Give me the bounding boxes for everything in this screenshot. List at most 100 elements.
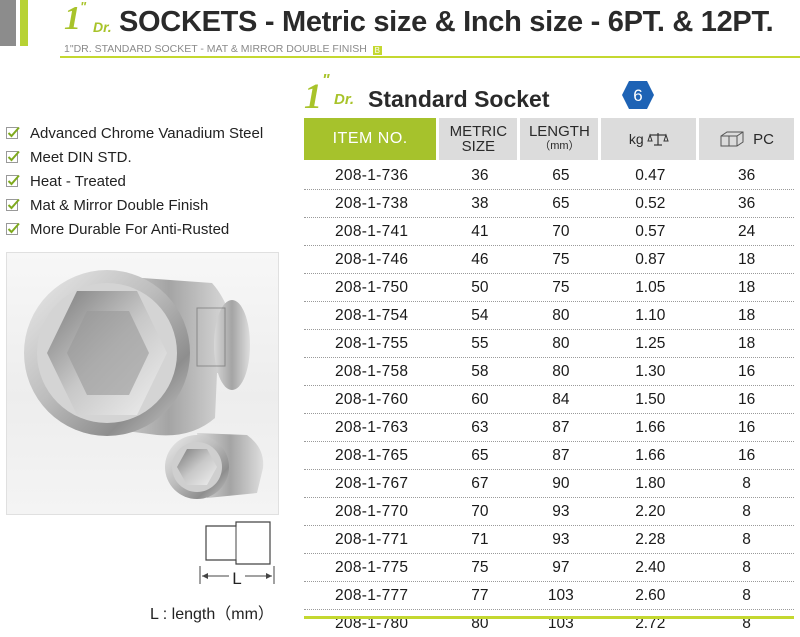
- cell-length: 103: [547, 586, 574, 604]
- table-row: 208-1-767 67 90 1.80 8: [304, 470, 794, 498]
- cell-metric-size: 38: [471, 194, 489, 212]
- product-photo: [6, 252, 279, 515]
- header-size-numeral: 1: [64, 0, 81, 37]
- subtitle-badge: B: [372, 46, 382, 55]
- cell-metric-size: 71: [471, 530, 489, 548]
- cell-weight: 1.30: [635, 362, 666, 380]
- cell-metric-size: 50: [471, 278, 489, 296]
- cell-pack-count: 18: [737, 250, 756, 268]
- cell-item-no: 208-1-741: [334, 222, 409, 240]
- feature-item: Meet DIN STD.: [6, 145, 263, 169]
- table-bottom-rule: [304, 616, 794, 619]
- cell-length: 97: [552, 558, 570, 576]
- header-bar: [0, 0, 800, 46]
- checkbox-checked-icon: [6, 222, 20, 235]
- cell-item-no: 208-1-746: [334, 250, 409, 268]
- header-size-quote: ": [80, 0, 87, 14]
- feature-list: Advanced Chrome Vanadium Steel Meet DIN …: [6, 121, 263, 241]
- col-header-metric-line2: SIZE: [461, 138, 496, 155]
- hexagon-point-badge-icon: 6: [622, 81, 654, 109]
- hexagon-point-count: 6: [633, 86, 642, 105]
- cell-metric-size: 63: [471, 418, 489, 436]
- cell-pack-count: 8: [742, 474, 751, 492]
- cell-item-no: 208-1-754: [334, 306, 409, 324]
- cell-item-no: 208-1-767: [334, 474, 409, 492]
- cell-metric-size: 75: [471, 558, 489, 576]
- cell-item-no: 208-1-771: [334, 530, 409, 548]
- cell-weight: 1.25: [635, 334, 666, 352]
- cell-weight: 1.50: [635, 390, 666, 408]
- feature-item: Heat - Treated: [6, 169, 263, 193]
- col-header-weight-text: kg: [628, 131, 644, 147]
- table-row: 208-1-750 50 75 1.05 18: [304, 274, 794, 302]
- cell-item-no: 208-1-755: [334, 334, 409, 352]
- col-header-pc-text: PC: [753, 130, 775, 148]
- cell-weight: 1.10: [635, 306, 666, 324]
- header-lime-stripe: [20, 0, 28, 46]
- cell-pack-count: 16: [737, 390, 756, 408]
- page-subtitle: 1"DR. STANDARD SOCKET - MAT & MIRROR DOU…: [64, 43, 382, 55]
- cell-weight: 0.57: [635, 222, 666, 240]
- cell-length: 80: [552, 306, 570, 324]
- cell-item-no: 208-1-758: [334, 362, 409, 380]
- header-grey-stripe: [0, 0, 16, 46]
- cell-length: 84: [552, 390, 570, 408]
- table-row: 208-1-771 71 93 2.28 8: [304, 526, 794, 554]
- header-size-unit: Dr.: [93, 19, 112, 35]
- checkbox-checked-icon: [6, 174, 20, 187]
- cell-weight: 0.47: [635, 166, 666, 184]
- table-row: 208-1-770 70 93 2.20 8: [304, 498, 794, 526]
- section-size-quote: ": [322, 72, 330, 89]
- cell-item-no: 208-1-777: [334, 586, 409, 604]
- table-row: 208-1-760 60 84 1.50 16: [304, 386, 794, 414]
- cell-pack-count: 16: [737, 446, 756, 464]
- table-row: 208-1-775 75 97 2.40 8: [304, 554, 794, 582]
- cell-length: 87: [552, 418, 570, 436]
- table-row: 208-1-736 36 65 0.47 36: [304, 162, 794, 190]
- socket-illustration-icon: [24, 270, 264, 499]
- col-header-length-line1: LENGTH: [528, 123, 590, 140]
- length-legend: L : length（mm）: [150, 606, 274, 623]
- cell-length: 87: [552, 446, 570, 464]
- cell-metric-size: 77: [471, 586, 489, 604]
- col-header-pack-count: PC: [699, 118, 794, 160]
- feature-text: Advanced Chrome Vanadium Steel: [30, 124, 264, 142]
- scale-icon: [646, 133, 669, 146]
- cell-pack-count: 8: [742, 614, 751, 632]
- cell-item-no: 208-1-760: [334, 390, 409, 408]
- cell-length: 80: [552, 362, 570, 380]
- socket-spec-table: ITEM NO. METRIC SIZE LENGTH （mm） kg: [304, 118, 794, 637]
- cell-weight: 2.28: [635, 530, 666, 548]
- cell-weight: 1.05: [635, 278, 666, 296]
- cell-weight: 2.20: [635, 502, 666, 520]
- cell-item-no: 208-1-775: [334, 558, 409, 576]
- col-header-metric-line1: METRIC: [449, 123, 508, 140]
- col-header-weight: kg: [601, 118, 697, 160]
- table-row: 208-1-754 54 80 1.10 18: [304, 302, 794, 330]
- cell-pack-count: 8: [742, 502, 751, 520]
- section-title: Standard Socket: [368, 86, 550, 112]
- cell-metric-size: 67: [471, 474, 489, 492]
- cell-metric-size: 55: [471, 334, 489, 352]
- cell-length: 75: [552, 250, 570, 268]
- cell-length: 90: [552, 474, 570, 492]
- checkbox-checked-icon: [6, 150, 20, 163]
- page-title: SOCKETS - Metric size & Inch size - 6PT.…: [119, 6, 774, 38]
- cell-pack-count: 36: [737, 194, 756, 212]
- dimension-letter: L: [232, 569, 241, 588]
- col-header-metric-text: METRIC SIZE: [450, 124, 508, 154]
- checkbox-checked-icon: [6, 126, 20, 139]
- cell-pack-count: 36: [737, 166, 756, 184]
- cell-item-no: 208-1-765: [334, 446, 409, 464]
- feature-item: Mat & Mirror Double Finish: [6, 193, 263, 217]
- table-row: 208-1-741 41 70 0.57 24: [304, 218, 794, 246]
- col-header-metric-size: METRIC SIZE: [439, 118, 518, 160]
- section-size-numeral: 1: [304, 76, 322, 116]
- cell-length: 93: [552, 530, 570, 548]
- cell-length: 65: [552, 166, 570, 184]
- table-row: 208-1-758 58 80 1.30 16: [304, 358, 794, 386]
- cell-metric-size: 36: [471, 166, 489, 184]
- feature-text: Meet DIN STD.: [30, 148, 132, 166]
- feature-text: Heat - Treated: [30, 172, 126, 190]
- cell-weight: 0.52: [635, 194, 666, 212]
